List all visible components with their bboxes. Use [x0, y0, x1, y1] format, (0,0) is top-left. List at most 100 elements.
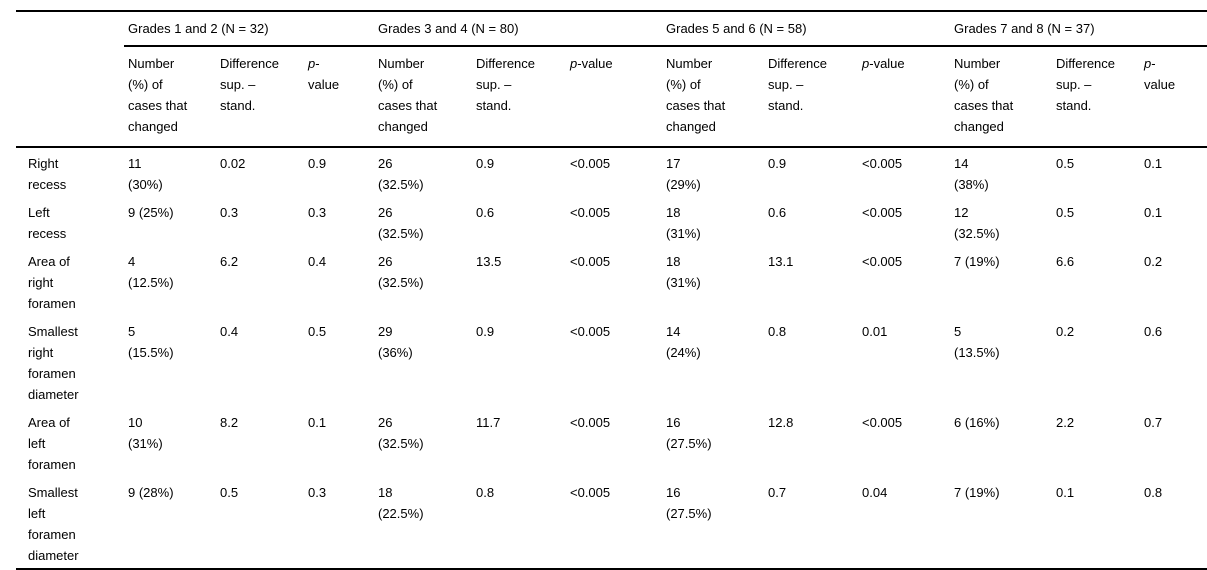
table-cell: 0.2: [1144, 254, 1163, 269]
table-cell: 0.1: [1144, 205, 1163, 220]
row-label: Area of left foramen: [28, 415, 76, 472]
p-value-rest: - value: [1144, 56, 1176, 92]
table-cell: 0.5: [308, 324, 327, 339]
table-cell: 0.4: [308, 254, 327, 269]
table-cell: 0.9: [476, 324, 495, 339]
sub-header-empty: [16, 46, 124, 148]
col-header-difference: Difference sup. – stand.: [472, 46, 566, 148]
col-header-pvalue: p-value: [566, 46, 662, 148]
row-label: Smallest right foramen diameter: [28, 324, 79, 402]
results-table: Grades 1 and 2 (N = 32) Grades 3 and 4 (…: [16, 10, 1207, 570]
p-symbol: p: [570, 56, 578, 71]
table-cell: <0.005: [570, 415, 611, 430]
table-cell: 0.9: [476, 156, 495, 171]
table-row-area-left-foramen: Area of left foramen 10 (31%) 8.2 0.1 26…: [16, 407, 1207, 477]
table-cell: 7 (19%): [954, 485, 1000, 500]
group-header-grades-7-8: Grades 7 and 8 (N = 37): [950, 11, 1207, 47]
table-cell: 6 (16%): [954, 415, 1000, 430]
col-header-difference: Difference sup. – stand.: [764, 46, 858, 148]
table-cell: 11.7: [476, 415, 501, 430]
table-cell: 0.1: [308, 415, 327, 430]
corner-cell: [16, 11, 124, 46]
table-cell: 16 (27.5%): [666, 485, 712, 521]
col-header-pvalue: p- value: [1140, 46, 1207, 148]
table-cell: 9 (28%): [128, 485, 174, 500]
table-cell: 17 (29%): [666, 156, 701, 192]
table-cell: 0.7: [1144, 415, 1163, 430]
table-cell: <0.005: [862, 254, 903, 269]
table-cell: 5 (15.5%): [128, 324, 174, 360]
table-cell: 18 (31%): [666, 205, 701, 241]
table-cell: 26 (32.5%): [378, 156, 424, 192]
table-cell: <0.005: [862, 156, 903, 171]
p-symbol: p: [862, 56, 870, 71]
col-header-number: Number (%) of cases that changed: [950, 46, 1052, 148]
table-cell: 18 (22.5%): [378, 485, 424, 521]
table-cell: <0.005: [570, 254, 611, 269]
table-cell: 0.1: [1056, 485, 1075, 500]
table-cell: 0.6: [476, 205, 495, 220]
table-cell: 0.3: [308, 205, 327, 220]
table-cell: <0.005: [570, 324, 611, 339]
table-cell: 0.01: [862, 324, 888, 339]
table-cell: 8.2: [220, 415, 239, 430]
table-cell: 29 (36%): [378, 324, 413, 360]
col-header-number: Number (%) of cases that changed: [374, 46, 472, 148]
table-cell: 0.02: [220, 156, 246, 171]
p-value-rest: - value: [308, 56, 340, 92]
table-cell: 0.5: [1056, 205, 1075, 220]
table-row-smallest-left-foramen-diameter: Smallest left foramen diameter 9 (28%) 0…: [16, 477, 1207, 569]
table-cell: 14 (38%): [954, 156, 989, 192]
table-row-left-recess: Left recess 9 (25%) 0.3 0.3 26 (32.5%) 0…: [16, 197, 1207, 246]
table-cell: 0.8: [1144, 485, 1163, 500]
table-cell: 26 (32.5%): [378, 254, 424, 290]
table-cell: 0.1: [1144, 156, 1163, 171]
table-cell: 0.7: [768, 485, 787, 500]
table-cell: 13.5: [476, 254, 502, 269]
row-label: Area of right foramen: [28, 254, 76, 311]
table-cell: 9 (25%): [128, 205, 174, 220]
table-cell: 0.9: [768, 156, 787, 171]
table-cell: 13.1: [768, 254, 794, 269]
table-cell: 0.9: [308, 156, 327, 171]
table-cell: 0.6: [1144, 324, 1163, 339]
col-header-difference: Difference sup. – stand.: [1052, 46, 1140, 148]
table-cell: 0.4: [220, 324, 239, 339]
col-header-pvalue: p-value: [858, 46, 950, 148]
table-cell: 0.8: [476, 485, 495, 500]
row-label: Smallest left foramen diameter: [28, 485, 79, 563]
group-header-grades-1-2: Grades 1 and 2 (N = 32): [124, 11, 374, 47]
p-symbol: p: [308, 56, 316, 71]
group-header-row: Grades 1 and 2 (N = 32) Grades 3 and 4 (…: [16, 11, 1207, 47]
table-cell: <0.005: [570, 485, 611, 500]
table-row-area-right-foramen: Area of right foramen 4 (12.5%) 6.2 0.4 …: [16, 246, 1207, 316]
table-cell: 7 (19%): [954, 254, 1000, 269]
table-cell: 4 (12.5%): [128, 254, 174, 290]
table-cell: 16 (27.5%): [666, 415, 712, 451]
table-cell: 0.3: [220, 205, 239, 220]
row-label: Left recess: [28, 205, 67, 241]
table-cell: 6.6: [1056, 254, 1075, 269]
col-header-number: Number (%) of cases that changed: [124, 46, 216, 148]
table-cell: 0.04: [862, 485, 888, 500]
table-cell: 0.5: [220, 485, 239, 500]
table-cell: 0.8: [768, 324, 787, 339]
sub-header-row: Number (%) of cases that changed Differe…: [16, 46, 1207, 148]
table-cell: 26 (32.5%): [378, 205, 424, 241]
table-cell: 10 (31%): [128, 415, 163, 451]
table-cell: <0.005: [862, 415, 903, 430]
p-value-rest: -value: [577, 56, 613, 71]
table-row-right-recess: Right recess 11 (30%) 0.02 0.9 26 (32.5%…: [16, 147, 1207, 197]
table-cell: 11 (30%): [128, 156, 163, 192]
group-header-grades-3-4: Grades 3 and 4 (N = 80): [374, 11, 662, 47]
table-row-smallest-right-foramen-diameter: Smallest right foramen diameter 5 (15.5%…: [16, 316, 1207, 407]
group-header-grades-5-6: Grades 5 and 6 (N = 58): [662, 11, 950, 47]
table-cell: <0.005: [862, 205, 903, 220]
table-cell: 0.6: [768, 205, 787, 220]
col-header-difference: Difference sup. – stand.: [216, 46, 304, 148]
col-header-number: Number (%) of cases that changed: [662, 46, 764, 148]
p-symbol: p: [1144, 56, 1152, 71]
table-cell: 26 (32.5%): [378, 415, 424, 451]
table-cell: 12.8: [768, 415, 794, 430]
table-cell: <0.005: [570, 156, 611, 171]
